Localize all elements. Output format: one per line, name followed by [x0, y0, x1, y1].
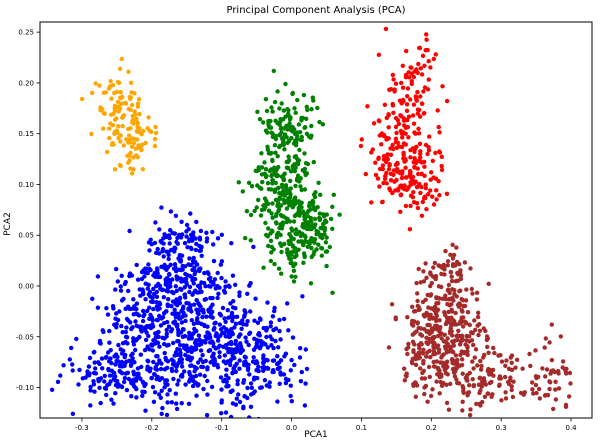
svg-text:0.2: 0.2	[426, 424, 437, 432]
scatter-points-cluster-red	[358, 26, 450, 232]
x-axis-label: PCA1	[304, 430, 328, 440]
svg-text:-0.2: -0.2	[145, 424, 159, 432]
y-axis-label: PCA2	[3, 211, 14, 236]
svg-text:0.15: 0.15	[18, 130, 34, 138]
svg-text:-0.05: -0.05	[16, 333, 34, 341]
scatter-points-cluster-blue	[49, 205, 310, 418]
scatter-points-cluster-orange	[79, 56, 159, 176]
svg-text:-0.1: -0.1	[215, 424, 229, 432]
y-axis-label-wrap: PCA2	[0, 0, 16, 447]
svg-text:-0.3: -0.3	[75, 424, 89, 432]
axes-frame	[39, 21, 593, 419]
svg-text:0.1: 0.1	[356, 424, 367, 432]
svg-text:0.20: 0.20	[18, 79, 34, 87]
svg-text:0.25: 0.25	[18, 29, 34, 37]
tick-labels: -0.3 -0.2 -0.1 0.0 0.1 0.2 0.3 0.4 -0.10 -0.05 0.0…	[16, 29, 577, 432]
scatter-points	[49, 26, 573, 418]
scatter-points-cluster-green	[236, 68, 342, 295]
svg-text:0.10: 0.10	[18, 181, 34, 189]
svg-text:0.00: 0.00	[18, 283, 34, 291]
scatter-points-cluster-brown	[386, 242, 573, 418]
tick-marks	[36, 31, 572, 422]
svg-text:0.4: 0.4	[565, 424, 577, 432]
svg-text:0.05: 0.05	[18, 232, 34, 240]
svg-text:0.0: 0.0	[286, 424, 297, 432]
svg-text:0.3: 0.3	[496, 424, 507, 432]
chart-title: Principal Component Analysis (PCA)	[226, 5, 406, 16]
svg-text:-0.10: -0.10	[16, 384, 34, 392]
